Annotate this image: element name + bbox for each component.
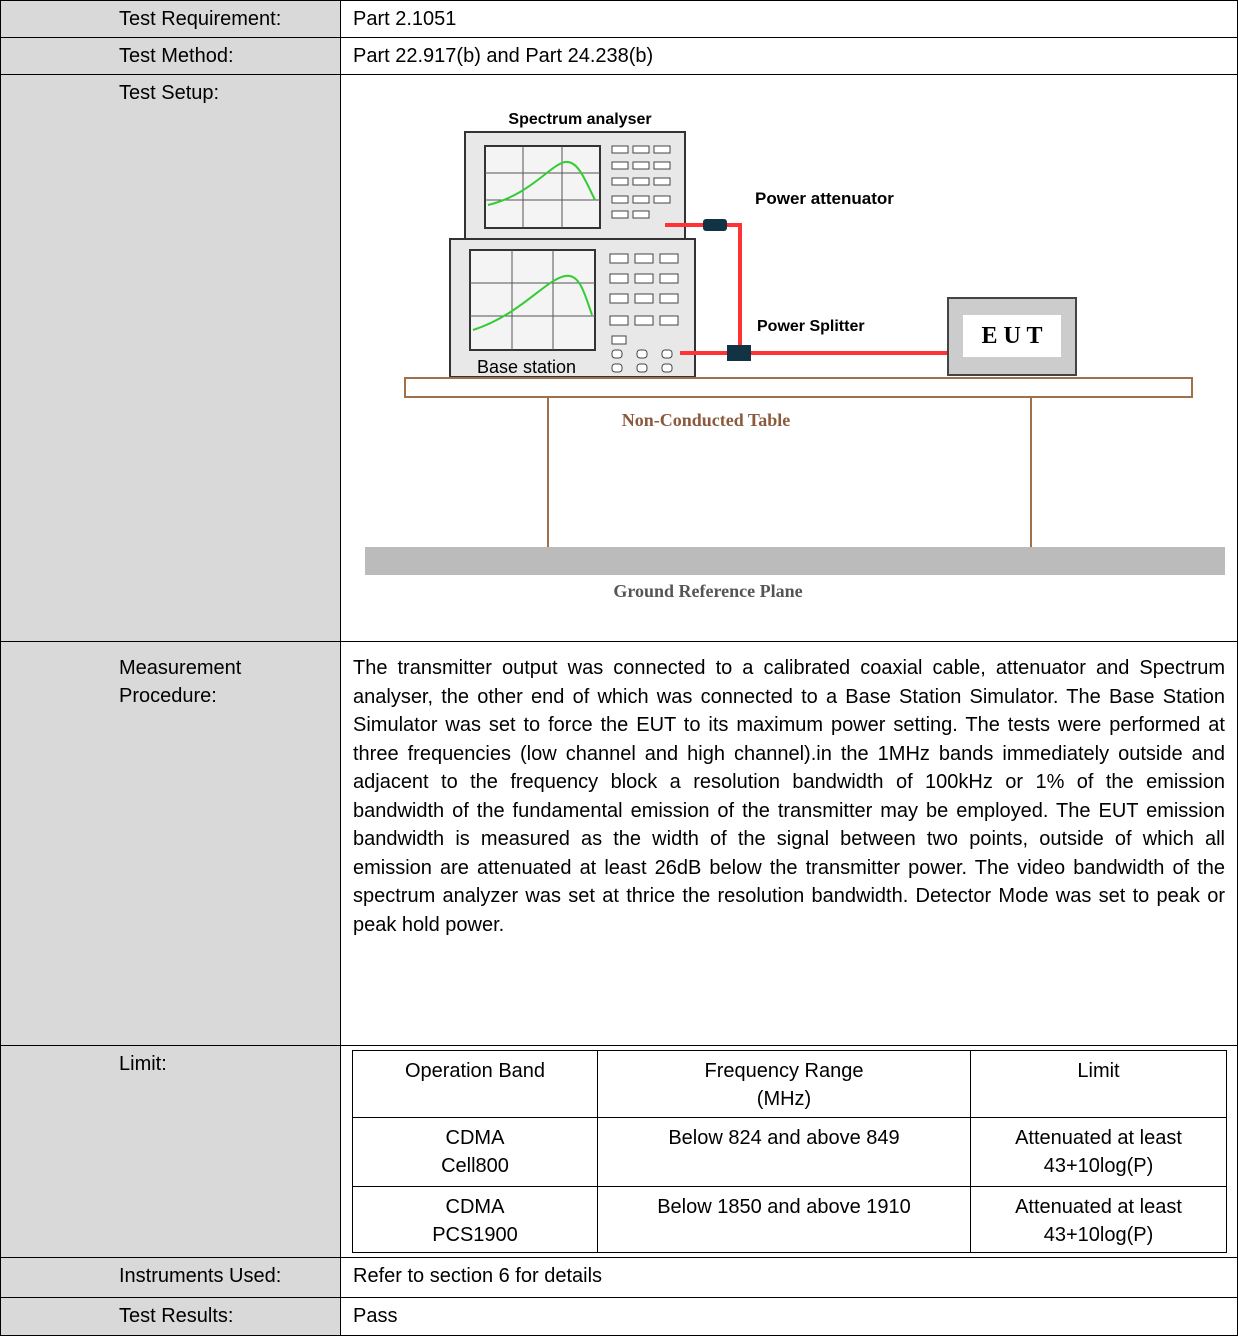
buttons xyxy=(609,253,679,373)
diagram-label: Ground Reference Plane xyxy=(613,581,802,601)
limit-cell: Limit xyxy=(970,1050,1227,1118)
cell-line: Below 824 and above 849 xyxy=(668,1127,900,1149)
cell-line: Attenuated at least xyxy=(1015,1127,1182,1149)
cell-line: 43+10log(P) xyxy=(1043,1155,1154,1177)
limit-cell: Attenuated at least 43+10log(P) xyxy=(970,1186,1227,1253)
cell-line: CDMA xyxy=(445,1196,505,1218)
label-cell: Test Results: xyxy=(0,1297,341,1336)
limit-cell: Frequency Range (MHz) xyxy=(597,1050,971,1118)
limit-cell: Operation Band xyxy=(352,1050,598,1118)
diagram-label: Non-Conducted Table xyxy=(622,410,791,430)
limit-cell: CDMA PCS1900 xyxy=(352,1186,598,1253)
label-cell: Limit: xyxy=(0,1045,341,1258)
value-cell: Refer to section 6 for details xyxy=(340,1257,1238,1298)
label-cell: Test Requirement: xyxy=(0,0,341,38)
ground-plane xyxy=(365,547,1225,575)
limit-cell: Attenuated at least 43+10log(P) xyxy=(970,1117,1227,1187)
screen-grid xyxy=(470,250,595,350)
cell-line: Limit xyxy=(1077,1060,1120,1082)
screen xyxy=(469,249,596,351)
setup-diagram: Spectrum analyser Base station Power att… xyxy=(365,111,1225,601)
diagram-label: Spectrum analyser xyxy=(508,111,651,128)
cell-line: (MHz) xyxy=(756,1088,812,1110)
cell-line: PCS1900 xyxy=(432,1224,518,1246)
diagram-label: Power attenuator xyxy=(755,189,894,208)
cell-line: Below 1850 and above 1910 xyxy=(657,1196,911,1218)
limit-row: Operation Band Frequency Range (MHz) Limit xyxy=(352,1050,1227,1118)
cable xyxy=(665,223,948,355)
value-cell: Part 22.917(b) and Part 24.238(b) xyxy=(340,37,1238,75)
label-cell: Instruments Used: xyxy=(0,1257,341,1298)
label-cell: Measurement Procedure: xyxy=(0,641,341,1046)
diagram-label: Power Splitter xyxy=(757,318,865,335)
limit-row: CDMA PCS1900 Below 1850 and above 1910 Atte… xyxy=(352,1186,1227,1253)
cell-line: CDMA xyxy=(445,1127,505,1149)
limit-cell: Below 824 and above 849 xyxy=(597,1117,971,1187)
value-cell: Part 2.1051 xyxy=(340,0,1238,38)
cell-line: Cell800 xyxy=(441,1155,509,1177)
table-top xyxy=(404,377,1193,398)
table-legs xyxy=(547,397,1032,547)
value-cell: The transmitter output was connected to … xyxy=(340,641,1238,1046)
eut-label-bg xyxy=(963,315,1061,357)
attenuator xyxy=(703,219,727,231)
diagram-label: E U T xyxy=(982,323,1043,349)
cell-line: Attenuated at least xyxy=(1015,1196,1182,1218)
label-cell: Test Method: xyxy=(0,37,341,75)
limit-table: Operation Band Frequency Range (MHz) Limit C… xyxy=(352,1050,1227,1253)
value-cell: Pass xyxy=(340,1297,1238,1336)
cell-line: Operation Band xyxy=(404,1060,546,1082)
splitter xyxy=(727,345,751,361)
screen-grid xyxy=(485,146,600,228)
cell-line: 43+10log(P) xyxy=(1043,1224,1154,1246)
limit-cell: Below 1850 and above 1910 xyxy=(597,1186,971,1253)
buttons xyxy=(611,145,671,219)
trace xyxy=(487,160,596,206)
label-cell: Test Setup: xyxy=(0,74,341,642)
cell-line: Frequency Range xyxy=(704,1060,864,1082)
limit-cell: CDMA Cell800 xyxy=(352,1117,598,1187)
limit-row: CDMA Cell800 Below 824 and above 849 Attenu… xyxy=(352,1117,1227,1187)
screen xyxy=(484,145,601,229)
trace xyxy=(472,274,593,331)
diagram-label: Base station xyxy=(477,357,576,377)
label-text: Measurement Procedure: xyxy=(119,657,242,707)
